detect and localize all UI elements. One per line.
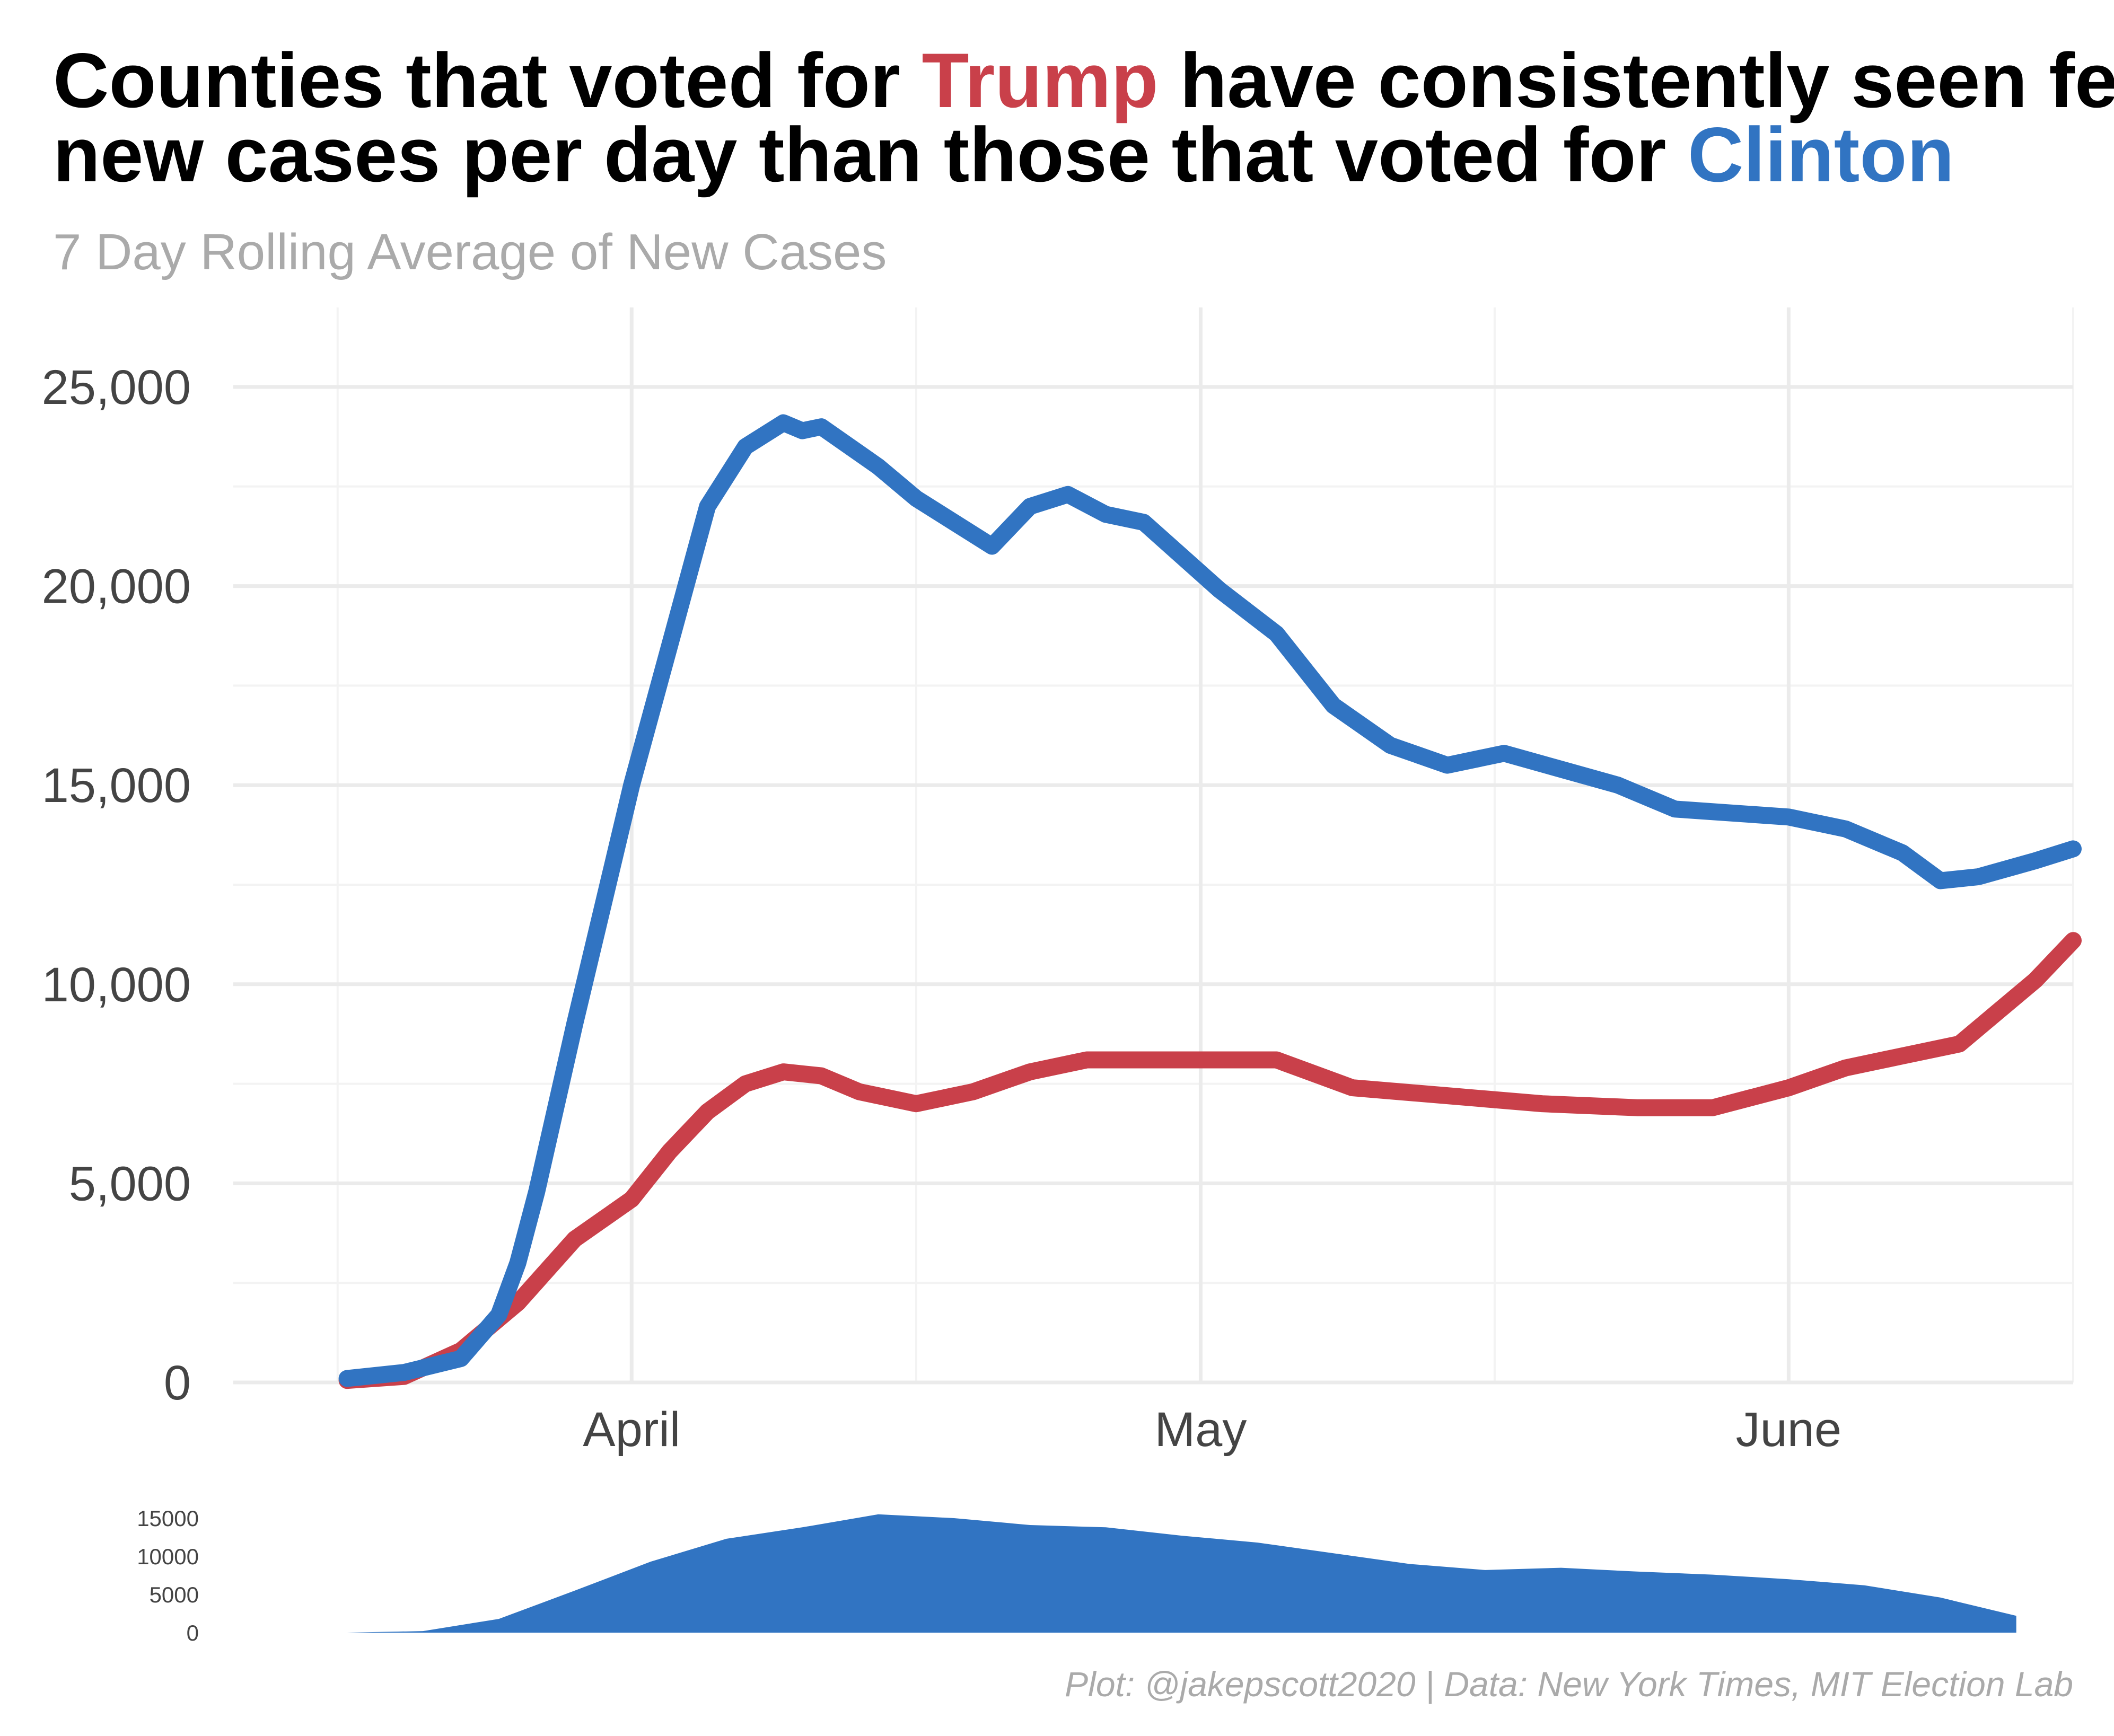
- overview-y-tick-label: 0: [187, 1620, 199, 1645]
- x-tick-label: June: [1736, 1403, 1842, 1457]
- title-trump-label: Trump: [922, 37, 1158, 124]
- overview-y-tick-label: 15000: [137, 1506, 199, 1531]
- chart-subtitle: 7 Day Rolling Average of New Cases: [53, 224, 887, 280]
- chart-caption: Plot: @jakepscott2020 | Data: New York T…: [1065, 1664, 2073, 1705]
- x-tick-label: May: [1155, 1403, 1247, 1457]
- chart-title-line-1: Counties that voted for Trump have consi…: [53, 37, 2114, 124]
- title-text: have consistently seen fewer: [1159, 37, 2114, 124]
- overview-area: [347, 1514, 2016, 1633]
- title-clinton-label: Clinton: [1688, 111, 1954, 198]
- y-tick-label: 20,000: [42, 560, 191, 614]
- y-tick-label: 5,000: [69, 1157, 191, 1211]
- main-plot: 0 5,000 10,000 15,000 20,000 25,000 April May Ju…: [42, 307, 2082, 1457]
- title-text: Counties that voted for: [53, 37, 922, 124]
- overview-y-tick-label: 10000: [137, 1544, 199, 1569]
- overview-y-tick-label: 5000: [150, 1582, 199, 1607]
- title-text: new cases per day than those that voted …: [53, 111, 1688, 198]
- x-tick-label: April: [583, 1403, 680, 1457]
- series-line-clinton: [338, 414, 2082, 1387]
- y-tick-label: 0: [164, 1356, 191, 1410]
- overview-area-plot: 0 5000 10000 15000: [137, 1506, 2016, 1645]
- chart-title-line-2: new cases per day than those that voted …: [53, 111, 1954, 198]
- y-tick-label: 15,000: [42, 759, 191, 813]
- y-tick-label: 10,000: [42, 958, 191, 1012]
- series-line-trump: [338, 932, 2082, 1389]
- y-tick-label: 25,000: [42, 360, 191, 415]
